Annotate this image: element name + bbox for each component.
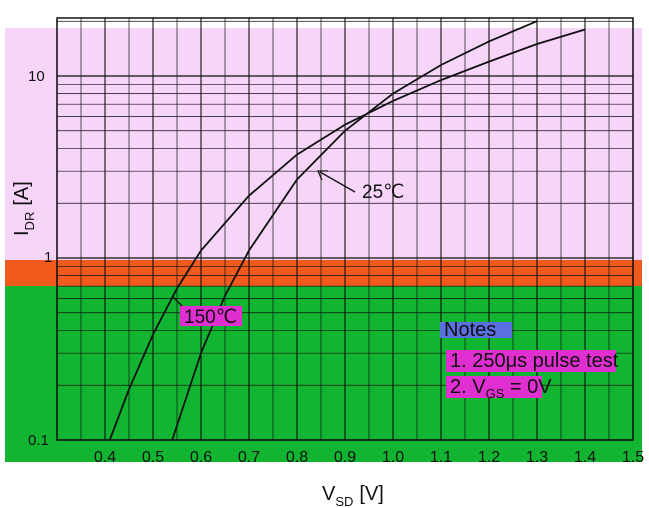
annotation-arrow-25c [319, 171, 356, 193]
background-band-mid [5, 260, 642, 286]
series-line-150c [108, 28, 586, 441]
notes-highlight [446, 350, 616, 372]
x-tick-label: 0.6 [190, 449, 212, 466]
x-tick-label: 0.9 [334, 449, 356, 466]
background-band-top [5, 28, 642, 260]
x-tick-label: 0.5 [142, 449, 164, 466]
notes-box: Notes 1. 250μs pulse test 2. VGS = 0V [440, 319, 619, 401]
y-tick-label: 0.1 [28, 432, 49, 449]
background-band-bottom [5, 286, 642, 462]
annotation-25c: 25℃ [362, 182, 404, 203]
annotation-arrowhead-25c [316, 170, 328, 181]
x-axis-label-unit: [V] [359, 483, 383, 505]
x-tick-label: 1.2 [478, 449, 500, 466]
x-tick-label: 1.3 [526, 449, 548, 466]
x-tick-label: 1.0 [382, 449, 404, 466]
y-tick-labels: 10 1 0.1 [28, 68, 52, 449]
annotation-150c: 150℃ [184, 307, 237, 328]
y-axis-label-sub: DR [22, 212, 37, 231]
notes-title: Notes [444, 319, 496, 341]
notes-line-1: 1. 250μs pulse test [450, 350, 619, 372]
x-axis-label-sub: SD [335, 494, 353, 508]
y-axis-label: IDR [A] [11, 181, 37, 236]
notes-line-2: 2. VGS = 0V [450, 376, 552, 401]
x-tick-label: 0.4 [94, 449, 116, 466]
y-tick-label: 1 [44, 249, 52, 266]
x-axis-label-main: V [322, 483, 336, 505]
notes-line-2-sub: GS [486, 386, 505, 401]
notes-line-2-main: 2. V [450, 376, 486, 398]
x-tick-label: 1.5 [622, 449, 644, 466]
x-tick-label: 1.4 [574, 449, 596, 466]
x-tick-label: 0.8 [286, 449, 308, 466]
plot-frame [56, 17, 634, 441]
y-axis-label-unit: [A] [11, 181, 33, 205]
x-tick-label: 1.1 [430, 449, 452, 466]
notes-highlight [446, 376, 542, 398]
y-axis-label-main: I [11, 230, 33, 236]
x-tick-label: 0.7 [238, 449, 260, 466]
notes-highlight [440, 322, 512, 338]
annotation-box-150c [180, 306, 242, 326]
y-tick-label: 10 [28, 68, 45, 85]
notes-line-2-rest: = 0V [504, 376, 552, 398]
x-axis-label: VSD [V] [322, 483, 384, 508]
x-tick-labels: 0.4 0.5 0.6 0.7 0.8 0.9 1.0 1.1 1.2 1.3 1.4 1.5 [94, 449, 644, 466]
